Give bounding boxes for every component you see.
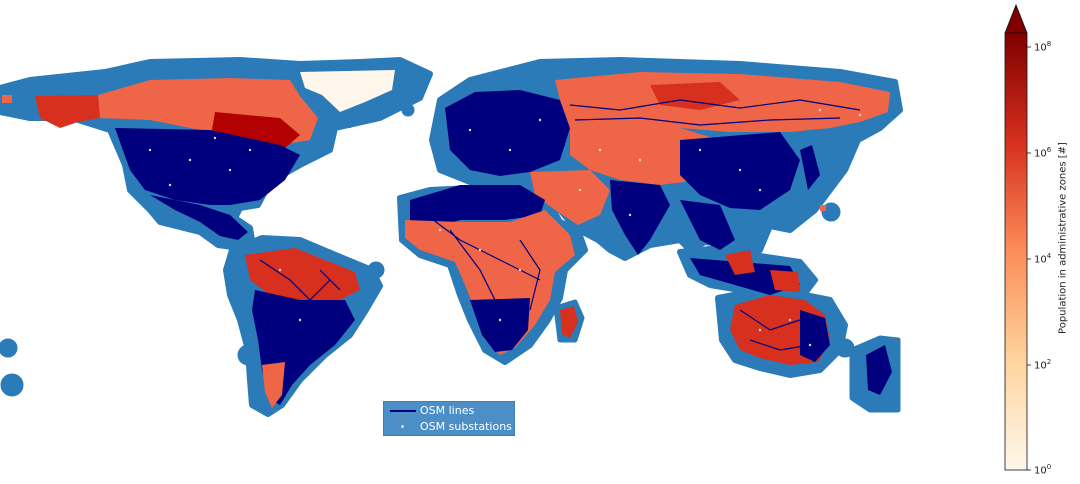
osm-lines <box>119 99 861 361</box>
zone-greenland <box>300 70 395 112</box>
buffer-island <box>237 344 259 366</box>
zone-borneo <box>725 250 755 275</box>
buffer-island <box>781 213 799 231</box>
zone-patagonia <box>262 362 285 408</box>
zone-australia-east <box>800 310 830 362</box>
buffer-island <box>821 202 841 222</box>
zone-small-island <box>820 205 826 211</box>
dot-symbol-icon <box>390 419 416 435</box>
zone-africa <box>405 210 575 355</box>
colorbar-ticks <box>1027 46 1031 471</box>
zone-europe <box>445 90 570 176</box>
line-symbol-icon <box>390 403 416 419</box>
legend-label: OSM substations <box>420 420 512 433</box>
legend-item-lines: OSM lines <box>384 403 514 419</box>
zone-north-africa <box>410 185 545 230</box>
buffer-island <box>0 338 18 358</box>
zone-india <box>610 180 670 255</box>
buffer-island <box>401 103 415 117</box>
buffer-island <box>0 373 24 397</box>
zone-new-zealand <box>866 345 892 395</box>
buffer-island <box>367 261 385 279</box>
colorbar <box>1004 3 1031 471</box>
zone-indonesia <box>690 258 800 295</box>
colorbar-tick-label: 108 <box>1034 40 1052 54</box>
osm-substations <box>148 108 862 347</box>
map-legend: OSM lines OSM substations <box>383 401 515 436</box>
buffer-island <box>835 338 855 358</box>
zone-japan <box>800 145 820 190</box>
zone-alaska <box>35 95 100 128</box>
zone-mexico-central-america <box>150 195 248 240</box>
colorbar-tick-label: 104 <box>1034 252 1052 266</box>
colorbar-tick-label: 100 <box>1034 463 1052 477</box>
population-zones <box>2 70 892 408</box>
zone-south-america-north <box>245 248 360 300</box>
colorbar-label: Population in administrative zones [#] <box>1057 142 1069 334</box>
zone-russia-core <box>650 82 740 110</box>
zone-middle-east <box>530 170 610 225</box>
zone-madagascar <box>560 306 578 338</box>
zone-se-asia-mainland <box>680 200 735 250</box>
colorbar-tick-label: 102 <box>1034 358 1052 372</box>
legend-item-substations: OSM substations <box>384 419 514 435</box>
colorbar-gradient <box>1004 32 1028 471</box>
zone-africa-south <box>470 298 530 352</box>
legend-label: OSM lines <box>420 404 475 417</box>
zone-small-island <box>2 95 12 103</box>
colorbar-extend-arrow <box>1004 3 1028 34</box>
colorbar-tick-label: 106 <box>1034 146 1052 160</box>
zone-new-guinea <box>770 270 800 292</box>
